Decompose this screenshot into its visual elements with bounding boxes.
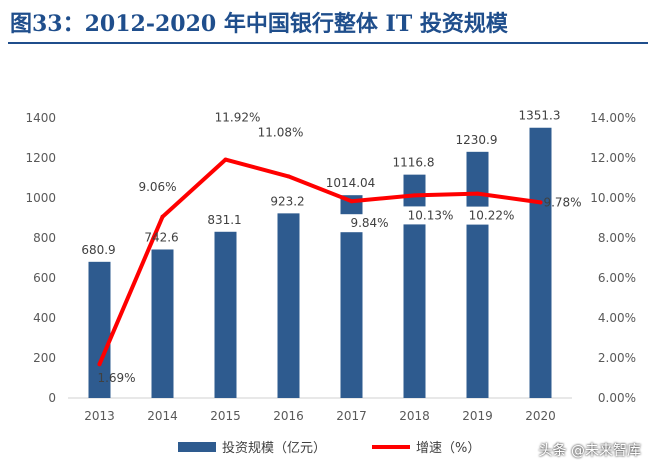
growth-point	[286, 174, 291, 179]
x-tick-label: 2020	[525, 409, 556, 423]
legend-line-label: 增速（%）	[416, 441, 480, 456]
y-right-tick-label: 6.00%	[598, 271, 636, 285]
bar-data-label: 923.2	[270, 194, 304, 208]
y-right-tick-label: 4.00%	[598, 311, 636, 325]
bar-data-label: 1351.3	[519, 109, 561, 123]
bar	[340, 195, 363, 398]
y-left-tick-label: 800	[33, 231, 56, 245]
line-data-label: 9.78%	[543, 195, 581, 209]
y-left-tick-label: 1000	[25, 191, 56, 205]
line-data-label: 1.69%	[97, 371, 135, 385]
figure-title: 图33：2012-2020 年中国银行整体 IT 投资规模	[10, 11, 508, 37]
y-right-tick-label: 14.00%	[590, 111, 636, 125]
bar	[88, 261, 111, 398]
legend-bar-label: 投资规模（亿元）	[222, 440, 326, 456]
bar	[151, 249, 174, 398]
growth-point	[223, 157, 228, 162]
y-left-tick-label: 0	[48, 391, 56, 405]
line-label-bg	[339, 214, 400, 233]
bar	[214, 231, 237, 398]
line-data-label: 11.92%	[215, 111, 261, 125]
x-tick-label: 2016	[273, 409, 304, 423]
line-label-bg	[461, 206, 522, 225]
x-tick-label: 2019	[462, 409, 493, 423]
growth-point	[160, 214, 165, 219]
bar-data-label: 1014.04	[326, 176, 376, 190]
bar	[277, 213, 300, 398]
growth-point	[97, 362, 102, 367]
line-data-label: 9.06%	[138, 180, 176, 194]
bar-data-label: 742.6	[144, 230, 178, 244]
bar	[403, 174, 426, 398]
title-rule	[8, 42, 648, 44]
y-left-tick-label: 200	[33, 351, 56, 365]
y-left-tick-label: 400	[33, 311, 56, 325]
bar-data-label: 680.9	[81, 243, 115, 257]
y-left-tick-label: 1400	[25, 111, 56, 125]
bar	[466, 151, 489, 398]
bar	[529, 127, 552, 399]
line-data-label: 10.13%	[408, 208, 454, 222]
growth-point	[538, 200, 543, 205]
line-data-label: 11.08%	[258, 125, 304, 139]
bar-data-label: 1116.8	[393, 156, 435, 170]
x-tick-label: 2013	[84, 409, 115, 423]
growth-line	[97, 157, 543, 367]
growth-point	[349, 199, 354, 204]
y-right-tick-label: 0.00%	[598, 391, 636, 405]
x-tick-label: 2014	[147, 409, 178, 423]
bar-data-label: 1230.9	[456, 133, 498, 147]
y-right-tick-label: 10.00%	[590, 191, 636, 205]
bar-data-label: 831.1	[207, 213, 241, 227]
x-tick-label: 2018	[399, 409, 430, 423]
y-right-tick-label: 8.00%	[598, 231, 636, 245]
line-label-bg	[400, 206, 461, 225]
growth-point	[412, 193, 417, 198]
y-left-tick-label: 600	[33, 271, 56, 285]
watermark: 头条 @未来智库	[538, 443, 641, 459]
y-right-tick-label: 12.00%	[590, 151, 636, 165]
x-tick-label: 2015	[210, 409, 241, 423]
legend-bar-swatch	[178, 442, 216, 452]
y-right-tick-label: 2.00%	[598, 351, 636, 365]
line-data-label: 10.22%	[469, 209, 515, 223]
line-data-label: 9.84%	[350, 216, 388, 230]
y-left-tick-label: 1200	[25, 151, 56, 165]
growth-point	[475, 191, 480, 196]
x-tick-label: 2017	[336, 409, 367, 423]
